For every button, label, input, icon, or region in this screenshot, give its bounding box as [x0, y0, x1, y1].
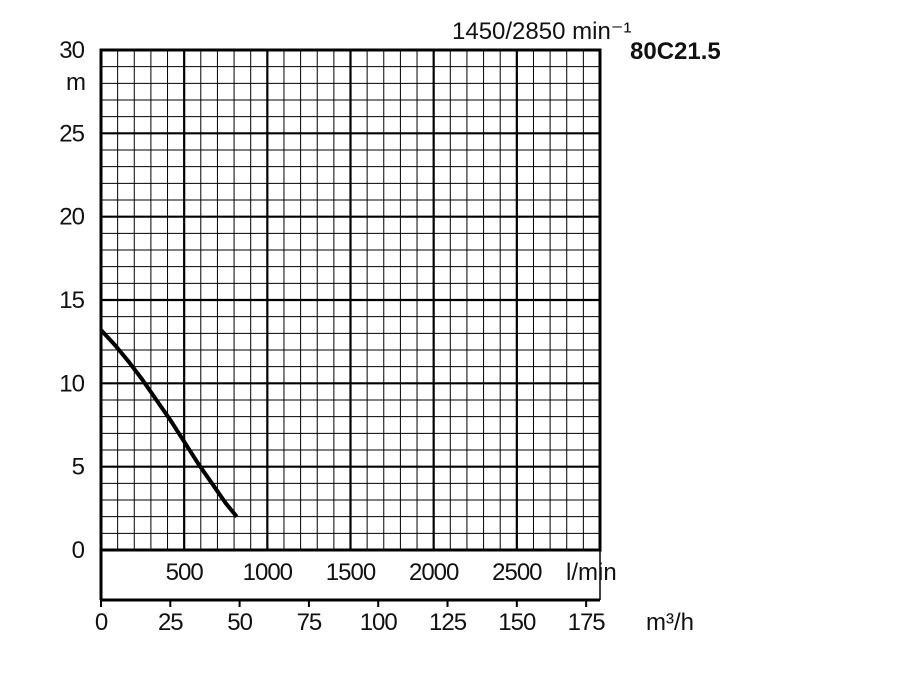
lpm-tick-label: 2500: [492, 559, 542, 586]
x-tick-label: 125: [429, 609, 467, 636]
x-tick-label: 0: [95, 609, 108, 636]
x-tick-label: 50: [227, 609, 252, 636]
x-axis-ticks: 0 25 50 75 100 125 150 175: [95, 600, 606, 636]
y-tick-label: 0: [72, 537, 85, 564]
x-tick-label: 175: [568, 609, 606, 636]
x-tick-label: 150: [498, 609, 536, 636]
y-tick-label: 20: [59, 204, 84, 231]
lpm-tick-label: 1000: [243, 559, 293, 586]
lpm-axis-unit: l/min: [566, 559, 617, 586]
y-tick-label: 15: [59, 287, 84, 314]
plot-frame: [99, 48, 602, 552]
head-curve-line: [99, 328, 239, 518]
y-tick-label: 5: [72, 454, 85, 481]
x-axis-unit: m³/h: [646, 609, 694, 636]
lpm-tick-label: 2000: [409, 559, 459, 586]
y-axis-ticks: 0 5 10 15 20 25 30: [59, 37, 85, 564]
y-tick-label: 10: [59, 370, 84, 397]
y-tick-label: 30: [59, 37, 84, 64]
x-tick-label: 75: [297, 609, 322, 636]
x-tick-label: 25: [158, 609, 183, 636]
model-label: 80C21.5: [630, 38, 721, 65]
lpm-axis-ticks: 500 1000 1500 2000 2500: [166, 559, 544, 586]
y-tick-label: 25: [59, 120, 84, 147]
y-axis-unit: m: [66, 69, 86, 96]
lpm-tick-label: 500: [166, 559, 204, 586]
grid-major: [101, 50, 600, 550]
x-tick-label: 100: [360, 609, 398, 636]
speed-label: 1450/2850 min⁻¹: [452, 18, 631, 45]
lpm-tick-label: 1500: [326, 559, 376, 586]
